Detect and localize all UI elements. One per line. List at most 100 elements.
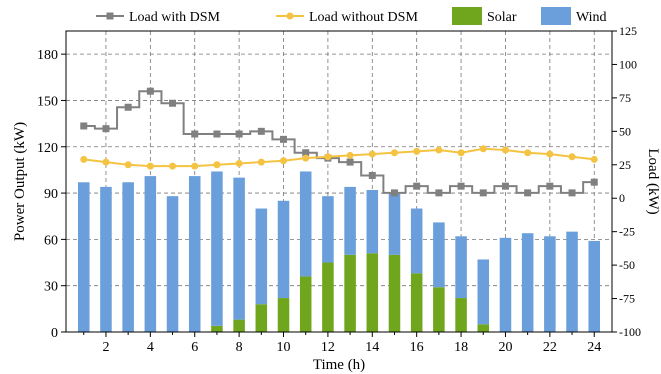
point-load-without-dsm (435, 146, 443, 154)
point-load-with-dsm (390, 189, 398, 197)
y-right-tick-label: 125 (619, 24, 637, 38)
point-load-without-dsm (213, 161, 221, 169)
x-tick-label: 20 (498, 340, 512, 355)
bar-wind (344, 186, 356, 255)
y-right-tick-label: 0 (619, 191, 625, 205)
bar-wind (477, 259, 490, 325)
bar-solar (299, 276, 312, 332)
y-right-tick-label: -50 (619, 258, 635, 272)
point-load-with-dsm (524, 189, 532, 197)
bar-solar (410, 273, 423, 332)
bar-wind (388, 193, 401, 255)
point-load-without-dsm (124, 161, 132, 169)
point-load-with-dsm (146, 87, 154, 95)
bar-wind (566, 231, 578, 332)
legend-label: Solar (487, 10, 517, 25)
bar-solar (433, 287, 445, 332)
bar-wind (299, 171, 312, 277)
point-load-without-dsm (413, 147, 421, 155)
point-load-with-dsm (102, 125, 110, 133)
point-load-without-dsm (235, 159, 243, 167)
x-tick-label: 4 (147, 340, 154, 355)
point-load-with-dsm (590, 178, 598, 186)
y-right-tick-label: 75 (619, 91, 631, 105)
x-tick-label: 18 (454, 340, 468, 355)
x-tick-label: 14 (365, 340, 379, 355)
bar-solar (344, 254, 356, 332)
bar-wind (322, 196, 334, 263)
axes: 2 4 6 8 10 12 14 16 18 20 22 240306090120150180-100… (37, 24, 641, 355)
bar-wind (544, 236, 556, 332)
x-tick-label: 12 (321, 340, 335, 355)
bar-wind (122, 182, 134, 332)
y-left-tick-label: 150 (37, 94, 58, 109)
legend-label: Load without DSM (309, 10, 418, 25)
bar-solar (322, 262, 334, 332)
point-load-without-dsm (546, 150, 554, 158)
bar-wind (100, 186, 112, 332)
bar-wind (366, 189, 379, 254)
legend-label: Load with DSM (129, 10, 221, 25)
point-load-with-dsm (124, 103, 132, 111)
point-load-without-dsm (302, 154, 310, 162)
point-load-without-dsm (590, 155, 598, 163)
point-load-with-dsm (169, 99, 177, 107)
bar-wind (277, 200, 290, 299)
legend: Load with DSM Load without DSM Solar Wind (96, 7, 607, 25)
y-left-tick-label: 90 (44, 187, 58, 202)
point-load-without-dsm (368, 150, 376, 158)
series-line-load-without-dsm (83, 147, 595, 168)
x-tick-label: 2 (102, 340, 109, 355)
point-load-with-dsm (191, 130, 199, 138)
y-left-tick-label: 60 (44, 233, 58, 248)
bar-solar (388, 254, 401, 332)
point-load-without-dsm (390, 149, 398, 157)
point-load-without-dsm (80, 155, 88, 163)
point-load-with-dsm (413, 182, 421, 190)
y-left-tick-label: 180 (37, 48, 58, 63)
y-right-tick-label: 50 (619, 124, 631, 138)
x-tick-label: 22 (543, 340, 557, 355)
point-load-with-dsm (257, 127, 265, 135)
point-load-without-dsm (257, 158, 265, 166)
point-load-with-dsm (302, 149, 310, 157)
point-load-without-dsm (280, 157, 288, 165)
bar-solar (233, 319, 245, 332)
point-load-with-dsm (457, 182, 465, 190)
bar-wind (410, 208, 423, 274)
point-load-with-dsm (80, 122, 88, 130)
legend-label: Wind (576, 10, 607, 25)
y-axis-label-left: Power Output (kW) (12, 122, 28, 241)
bar-solar (455, 298, 467, 332)
legend-swatch-solar (452, 7, 482, 25)
bar-wind (233, 177, 245, 320)
bar-layer (77, 171, 601, 332)
legend-swatch-wind (541, 7, 571, 25)
point-load-with-dsm (479, 189, 487, 197)
y-right-tick-label: 100 (619, 57, 637, 71)
bar-solar (366, 253, 379, 332)
y-right-tick-label: 25 (619, 158, 631, 172)
y-right-tick-label: -75 (619, 292, 635, 306)
point-load-without-dsm (501, 146, 509, 154)
y-right-tick-label: -25 (619, 225, 635, 239)
x-tick-label: 8 (236, 340, 243, 355)
x-axis-label: Time (h) (313, 357, 365, 373)
bar-wind (188, 176, 201, 332)
point-load-without-dsm (346, 151, 354, 159)
point-load-with-dsm (435, 189, 443, 197)
bar-solar (477, 324, 490, 332)
legend-marker-load-with-dsm (106, 12, 114, 20)
point-load-with-dsm (346, 158, 354, 166)
y-left-tick-label: 0 (51, 326, 58, 341)
point-load-with-dsm (546, 182, 554, 190)
point-load-without-dsm (479, 145, 487, 153)
bar-wind (521, 233, 534, 332)
bar-solar (255, 304, 268, 332)
y-left-tick-label: 30 (44, 280, 58, 295)
point-load-without-dsm (524, 149, 532, 157)
point-load-with-dsm (213, 130, 221, 138)
bar-wind (588, 240, 601, 332)
point-load-without-dsm (191, 162, 199, 170)
